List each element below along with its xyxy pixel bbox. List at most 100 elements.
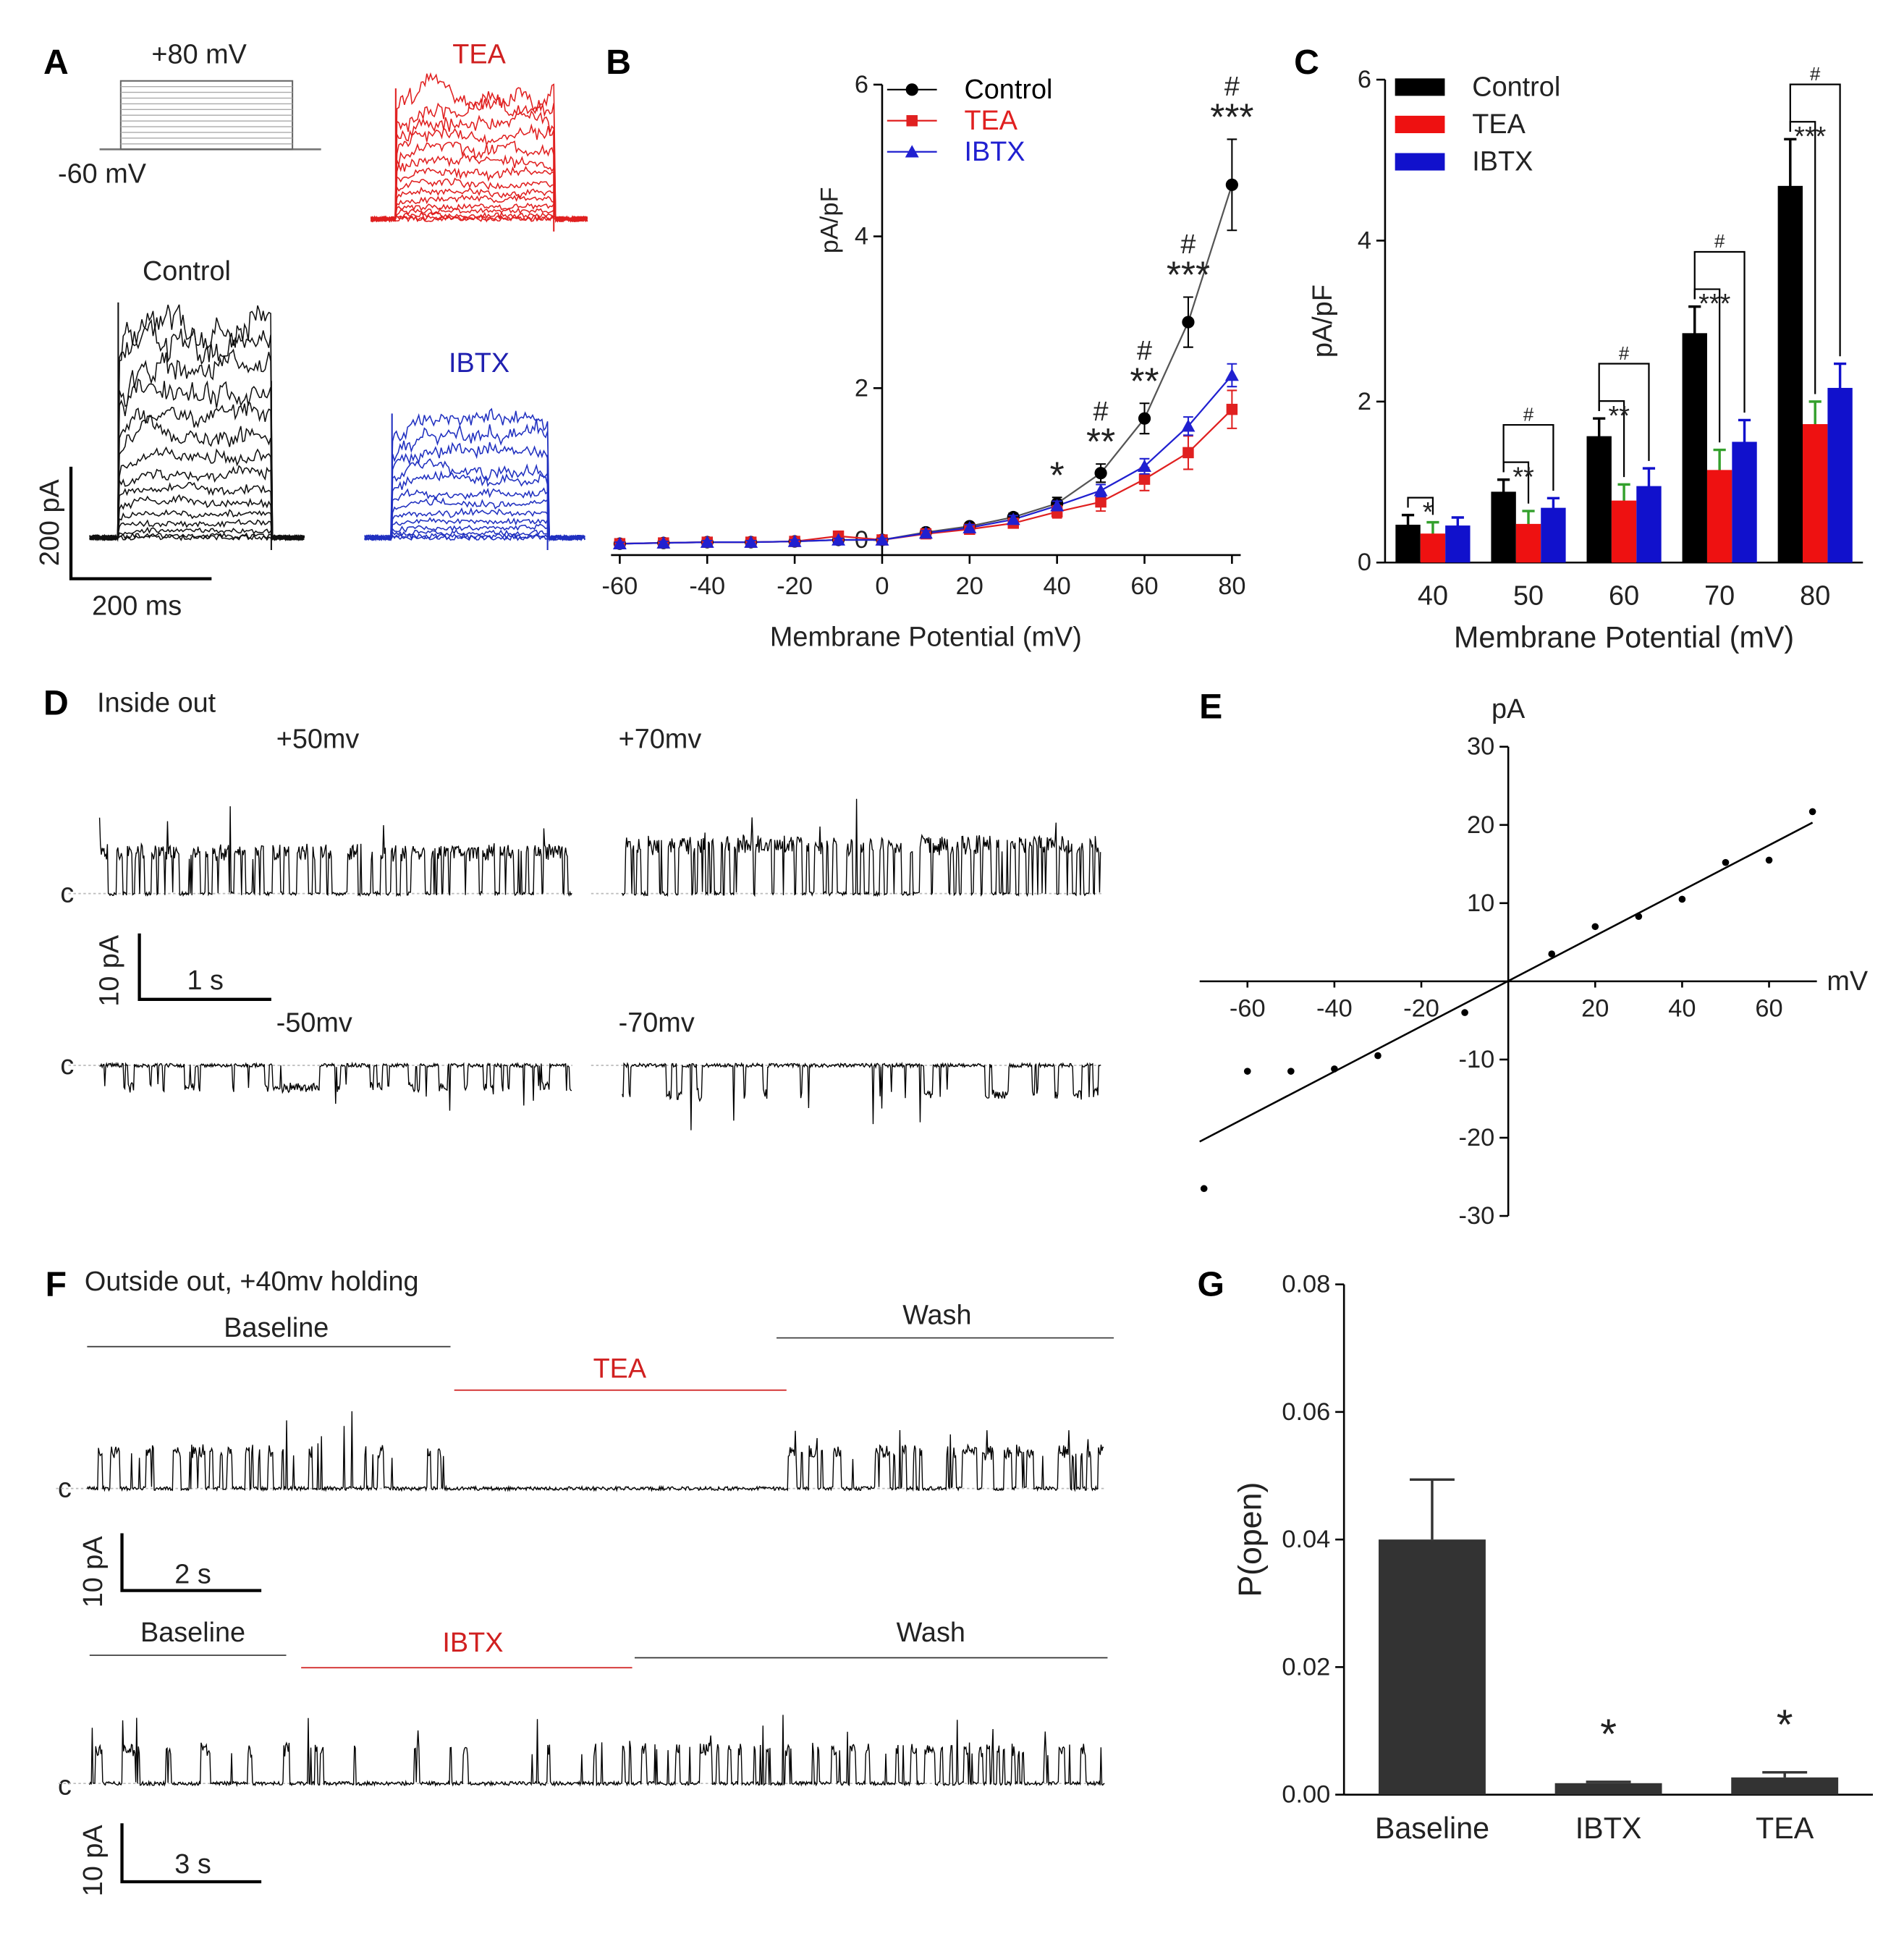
y-tick-label: -10 (1459, 1046, 1495, 1073)
significance-label: * (1423, 497, 1434, 528)
marker (1182, 316, 1195, 329)
y-tick-label: 10 (1467, 889, 1494, 917)
closed-label: c (58, 1474, 72, 1504)
bar (1611, 500, 1637, 563)
scale-label: 200 ms (92, 591, 182, 621)
channel-trace (86, 1411, 1104, 1492)
panel-letter: A (43, 43, 69, 82)
voltage-label: +70mv (619, 724, 702, 754)
point (1548, 950, 1556, 958)
y-tick-label: 6 (1358, 66, 1371, 93)
bar (1682, 333, 1707, 563)
current-trace (89, 526, 305, 541)
trace-label: Control (143, 256, 231, 287)
bar (1420, 533, 1446, 563)
current-trace (370, 202, 588, 222)
marker (787, 534, 802, 547)
scale-label: 200 pA (35, 479, 65, 567)
x-tick-label: -20 (1403, 995, 1439, 1023)
significance-label: * (1600, 1711, 1617, 1758)
current-trace (89, 534, 305, 541)
current-trace (89, 509, 305, 541)
significance-label: # (1810, 64, 1821, 85)
x-tick-label: -40 (1316, 995, 1353, 1023)
bar (1379, 1539, 1486, 1795)
marker (1225, 178, 1238, 191)
x-tick-label: 20 (1581, 995, 1609, 1023)
scale-bar (120, 1533, 262, 1592)
x-axis-label: Membrane Potential (mV) (770, 622, 1082, 652)
marker (1095, 496, 1107, 508)
significance-label: # (1093, 397, 1109, 427)
legend-label: IBTX (964, 137, 1025, 167)
y-tick-label: 0 (1358, 549, 1371, 576)
current-trace (89, 481, 305, 541)
panel-title: Outside out, +40mv holding (85, 1267, 419, 1297)
y-tick-label: 2 (855, 374, 868, 402)
marker (1138, 459, 1151, 473)
significance-label: ** (1086, 421, 1115, 462)
marker (1181, 419, 1196, 432)
current-trace (370, 211, 588, 223)
scale-bar (137, 933, 271, 1001)
bar (1706, 470, 1732, 563)
bar (1636, 486, 1662, 563)
marker (1138, 473, 1151, 485)
significance-label: # (1714, 232, 1725, 252)
point (1243, 1068, 1251, 1075)
current-trace (371, 109, 588, 223)
x-axis-label: mV (1827, 966, 1869, 997)
x-tick-label: -60 (1230, 995, 1266, 1023)
x-axis-label: Membrane Potential (mV) (1454, 620, 1794, 654)
protocol-label: +80 mV (151, 40, 247, 70)
current-trace (370, 152, 588, 222)
current-trace (371, 214, 588, 223)
legend-marker (905, 145, 919, 158)
current-trace (89, 304, 305, 542)
current-trace (89, 318, 305, 541)
panel-letter: C (1294, 43, 1319, 82)
scale-label: 10 pA (94, 934, 124, 1007)
scale-label: 1 s (187, 965, 224, 996)
legend-label: Control (964, 75, 1052, 105)
marker (832, 533, 845, 546)
bar (1732, 441, 1757, 563)
current-trace (89, 465, 305, 541)
condition-label: Baseline (224, 1313, 329, 1343)
channel-trace (99, 1061, 572, 1111)
fit-line (1199, 821, 1814, 1143)
bar (1777, 185, 1803, 563)
panel-letter: B (606, 43, 631, 82)
y-tick-label: 20 (1467, 811, 1494, 839)
marker (962, 520, 977, 533)
significance-label: *** (1698, 289, 1730, 319)
error-bar (1586, 1780, 1631, 1783)
significance-bracket (1789, 83, 1841, 357)
current-trace (89, 415, 305, 541)
bar (1586, 436, 1612, 563)
y-axis-label: pA (1492, 694, 1526, 724)
x-tick-label: TEA (1756, 1812, 1814, 1845)
x-tick-label: Baseline (1375, 1812, 1489, 1845)
bar (1515, 523, 1541, 563)
condition-label: Wash (902, 1301, 971, 1331)
scale-label: 10 pA (78, 1825, 109, 1897)
error-bar (1410, 1478, 1455, 1540)
significance-label: # (1180, 229, 1196, 260)
point (1678, 895, 1686, 903)
significance-label: ** (1512, 462, 1534, 492)
bar (1491, 491, 1516, 563)
current-trace (89, 518, 305, 541)
y-axis-label: pA/pF (816, 187, 844, 254)
marker (700, 535, 714, 548)
marker (1138, 412, 1151, 425)
channel-trace (98, 806, 572, 897)
significance-label: * (1050, 454, 1065, 496)
point (1374, 1052, 1382, 1060)
protocol-label: -60 mV (58, 159, 147, 190)
panel-title: Inside out (97, 688, 216, 719)
marker (1050, 499, 1065, 512)
trace-label: IBTX (449, 348, 509, 379)
point (1331, 1065, 1338, 1073)
